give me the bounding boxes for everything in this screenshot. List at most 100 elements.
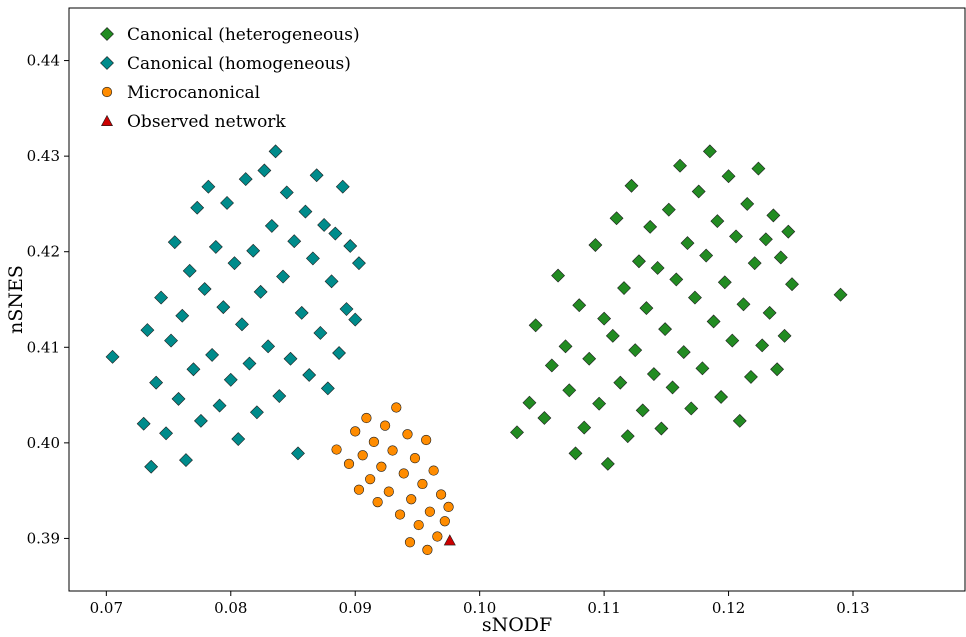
data-point (283, 351, 298, 366)
legend-item: Canonical (heterogeneous) (100, 25, 360, 45)
data-point (588, 238, 603, 252)
data-point (781, 224, 796, 239)
data-point (264, 218, 279, 233)
data-point (424, 506, 435, 517)
data-point (688, 290, 702, 305)
x-axis-title: sNODF (482, 614, 552, 636)
data-point (302, 368, 317, 382)
data-point (620, 429, 635, 444)
data-point (197, 282, 212, 296)
series-0 (510, 144, 848, 471)
x-tick-label: 0.13 (836, 599, 869, 617)
data-point (227, 256, 242, 271)
data-point (558, 339, 573, 354)
data-point (353, 484, 365, 495)
data-point (309, 168, 324, 183)
data-point (235, 317, 249, 332)
data-point (339, 302, 354, 316)
data-point (398, 468, 409, 479)
legend: Canonical (heterogeneous) Canonical (homo… (100, 25, 360, 132)
legend-marker (101, 86, 113, 98)
y-tick-label: 0.41 (27, 338, 60, 356)
data-point (833, 287, 848, 302)
data-point (632, 254, 646, 269)
data-point (635, 403, 650, 418)
data-point (582, 351, 597, 366)
data-point (770, 362, 785, 377)
data-point (372, 497, 383, 508)
data-point (328, 226, 343, 241)
legend-item: Observed network (100, 112, 286, 132)
data-point (231, 432, 246, 446)
data-point (331, 444, 342, 455)
data-point (201, 179, 216, 194)
data-point (714, 390, 729, 404)
data-point (551, 268, 565, 283)
y-axis-title: nSNES (5, 265, 27, 334)
data-point (522, 395, 537, 410)
legend-label: Microcanonical (127, 83, 260, 103)
series-2 (331, 402, 454, 556)
data-point (624, 178, 639, 193)
data-point (747, 256, 762, 271)
data-point (406, 494, 417, 505)
data-point (365, 474, 376, 485)
data-point (609, 211, 624, 226)
data-point (182, 263, 197, 278)
data-point (402, 429, 413, 440)
data-point (348, 312, 363, 327)
data-point (394, 509, 406, 520)
data-point (676, 345, 691, 359)
data-point (212, 398, 227, 413)
data-point (710, 214, 725, 229)
data-point (376, 461, 387, 472)
data-point (193, 413, 208, 428)
data-point (422, 544, 433, 556)
data-point (190, 200, 205, 215)
data-point (332, 346, 346, 360)
data-point (572, 298, 587, 313)
series-1 (105, 144, 366, 474)
data-point (646, 367, 661, 381)
data-point (758, 232, 773, 247)
data-point (443, 501, 454, 512)
data-point (387, 445, 398, 456)
data-point (650, 261, 665, 275)
data-point (661, 202, 676, 217)
data-point (320, 381, 335, 396)
y-tick-label: 0.40 (27, 434, 60, 452)
data-point (762, 305, 777, 320)
data-point (136, 416, 151, 431)
data-point (409, 453, 421, 464)
data-point (577, 420, 592, 435)
data-point (313, 326, 328, 340)
x-tick-label: 0.08 (214, 599, 247, 617)
legend-marker (100, 114, 114, 126)
data-point (421, 434, 432, 446)
data-point (242, 356, 257, 371)
data-point (368, 436, 379, 448)
y-tick-label: 0.44 (27, 52, 60, 70)
data-point (766, 208, 781, 223)
data-point (186, 362, 201, 377)
legend-marker (100, 56, 114, 70)
data-point (149, 375, 164, 390)
data-point (140, 323, 155, 338)
data-point (253, 284, 268, 299)
data-point (317, 218, 332, 232)
data-point (404, 537, 416, 548)
data-point (528, 318, 543, 333)
data-point (680, 236, 695, 251)
data-point (428, 465, 439, 476)
data-point (261, 339, 276, 354)
data-point (699, 248, 714, 263)
data-point (272, 389, 287, 403)
data-point (443, 534, 456, 546)
data-point (773, 250, 788, 265)
data-point (249, 405, 264, 420)
legend-item: Canonical (homogeneous) (100, 54, 351, 74)
data-point (568, 446, 583, 461)
y-tick-label: 0.39 (27, 529, 60, 547)
